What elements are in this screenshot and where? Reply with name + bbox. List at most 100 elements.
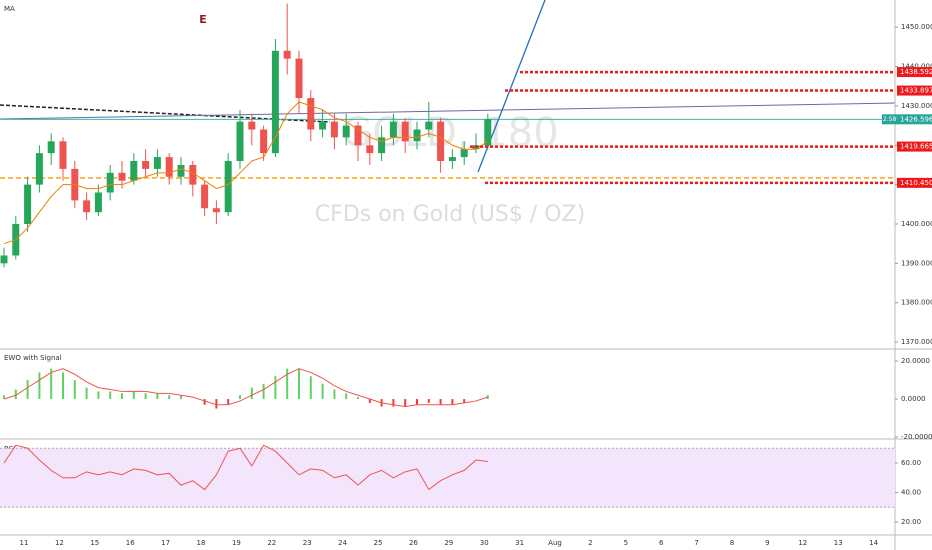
- candle-body: [83, 200, 91, 213]
- price-level-label: 1410.4500: [900, 179, 932, 187]
- candle-body: [484, 119, 492, 146]
- x-tick-label: 8: [730, 539, 734, 547]
- candle-body: [413, 129, 421, 142]
- candle-body: [142, 161, 150, 169]
- histogram-bar: [427, 399, 430, 403]
- candle-body: [295, 58, 303, 99]
- histogram-bar: [298, 368, 300, 400]
- candle-body: [24, 184, 32, 224]
- x-tick-label: 12: [798, 539, 807, 547]
- histogram-bar: [73, 380, 76, 400]
- y-tick-label: 1440.0000: [901, 63, 932, 71]
- indicator-label: MA: [4, 5, 15, 13]
- y-tick-label: 1370.0000: [901, 338, 932, 346]
- x-tick-label: 30: [480, 539, 489, 547]
- histogram-bar: [109, 391, 112, 400]
- x-tick-label: 12: [55, 539, 64, 547]
- x-tick-label: 23: [303, 539, 312, 547]
- x-tick-label: 13: [834, 539, 843, 547]
- candle-body: [94, 192, 102, 213]
- candle-body: [460, 149, 468, 158]
- histogram-bar: [97, 391, 100, 400]
- candle-body: [201, 184, 209, 209]
- candle-body: [212, 208, 220, 213]
- histogram-bar: [168, 395, 171, 400]
- y-tick-label: 1430.0000: [901, 102, 932, 110]
- candle-body: [0, 255, 8, 264]
- y-tick-label: 20.0000: [901, 357, 930, 365]
- histogram-bar: [321, 383, 324, 400]
- x-tick-label: 16: [126, 539, 135, 547]
- histogram-bar: [38, 372, 41, 400]
- candle-body: [366, 145, 374, 154]
- histogram-bar: [3, 395, 5, 400]
- candle-body: [153, 157, 161, 169]
- histogram-bar: [14, 389, 17, 400]
- candle-body: [378, 137, 386, 154]
- x-tick-label: Aug: [548, 539, 562, 547]
- x-tick-label: 22: [267, 539, 276, 547]
- panel-title: EWO with Signal: [4, 354, 62, 362]
- price-level-label: 1419.6650: [900, 143, 932, 151]
- candle-body: [118, 172, 126, 181]
- change-label: 2.58%: [883, 116, 902, 123]
- candle-body: [425, 121, 433, 130]
- candle-body: [389, 121, 397, 138]
- histogram-bar: [262, 383, 265, 400]
- y-tick-label: 20.00: [901, 518, 921, 526]
- candle-body: [130, 161, 138, 181]
- price-level-tag: [897, 141, 932, 152]
- x-tick-label: 31: [515, 539, 524, 547]
- histogram-bar: [416, 399, 418, 405]
- y-tick-label: 1390.0000: [901, 259, 932, 267]
- histogram-bar: [250, 387, 253, 400]
- histogram-bar: [203, 399, 206, 405]
- x-tick-label: 6: [659, 539, 664, 547]
- histogram-bar: [121, 393, 123, 400]
- histogram-bar: [486, 395, 489, 400]
- candle-body: [271, 50, 279, 154]
- x-tick-label: 19: [232, 539, 241, 547]
- histogram-bar: [156, 393, 159, 400]
- y-tick-label: 1380.0000: [901, 299, 932, 307]
- x-tick-label: 18: [197, 539, 206, 547]
- rsi-line: [3, 444, 488, 491]
- trend-line: [0, 102, 896, 120]
- y-tick-label: 40.00: [901, 489, 921, 497]
- histogram-bar: [463, 399, 466, 403]
- moving-average: [3, 101, 489, 245]
- candle-body: [401, 121, 409, 142]
- candle-body: [248, 121, 256, 130]
- x-tick-label: 7: [694, 539, 698, 547]
- x-tick-label: 14: [869, 539, 878, 547]
- y-tick-label: 60.00: [901, 459, 921, 467]
- watermark-description: CFDs on Gold (US$ / OZ): [315, 202, 585, 227]
- candle-body: [354, 125, 362, 146]
- last-price-tag: [897, 114, 932, 125]
- y-tick-label: 0.0000: [901, 395, 926, 403]
- x-tick-label: 15: [90, 539, 99, 547]
- histogram-bar: [451, 399, 454, 405]
- candle-body: [283, 50, 291, 59]
- candle-body: [307, 98, 315, 130]
- y-tick-label: 1450.0000: [901, 23, 932, 31]
- price-level-tag: [897, 67, 932, 78]
- histogram-bar: [132, 391, 135, 400]
- histogram-bar: [85, 387, 88, 400]
- histogram-bar: [239, 395, 241, 400]
- candle-body: [260, 129, 268, 154]
- histogram-bar: [439, 399, 442, 405]
- candle-body: [319, 121, 327, 130]
- price-level-tag: [897, 177, 932, 188]
- histogram-bar: [404, 399, 407, 407]
- candle-body: [165, 157, 173, 177]
- histogram-bar: [345, 393, 348, 400]
- price-level-tag: [897, 85, 932, 96]
- x-tick-label: 29: [444, 539, 453, 547]
- histogram-bar: [309, 376, 312, 400]
- candle-body: [106, 172, 114, 193]
- histogram-bar: [357, 397, 359, 400]
- y-tick-label: -20.0000: [901, 433, 932, 441]
